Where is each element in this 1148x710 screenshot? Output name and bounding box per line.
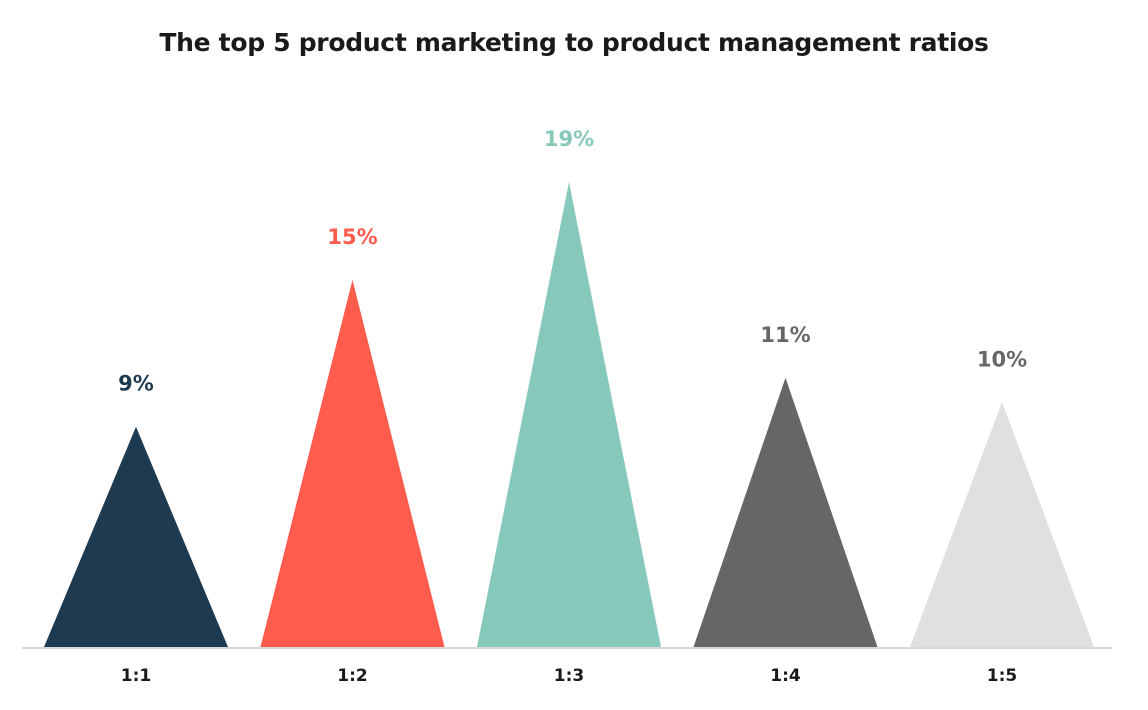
bar-1-3 — [477, 182, 661, 647]
x-tick-label: 1:5 — [987, 666, 1017, 686]
x-tick-labels-group: 1:1 1:2 1:3 1:4 1:5 — [121, 666, 1017, 686]
bar-1-5 — [910, 402, 1094, 647]
bar-1-2 — [260, 279, 445, 647]
value-label: 9% — [118, 372, 154, 396]
x-tick-label: 1:2 — [337, 666, 367, 686]
value-label: 11% — [760, 323, 810, 347]
bars-group — [44, 182, 1094, 647]
value-labels-group: 9% 15% 19% 11% 10% — [118, 127, 1027, 396]
bar-1-4 — [693, 377, 878, 647]
x-tick-label: 1:1 — [121, 666, 151, 686]
bar-1-1 — [44, 426, 228, 647]
value-label: 19% — [544, 127, 594, 151]
value-label: 15% — [327, 225, 377, 249]
x-tick-label: 1:4 — [770, 666, 801, 686]
value-label: 10% — [977, 347, 1027, 371]
chart-title: The top 5 product marketing to product m… — [159, 28, 989, 57]
x-tick-label: 1:3 — [554, 666, 584, 686]
